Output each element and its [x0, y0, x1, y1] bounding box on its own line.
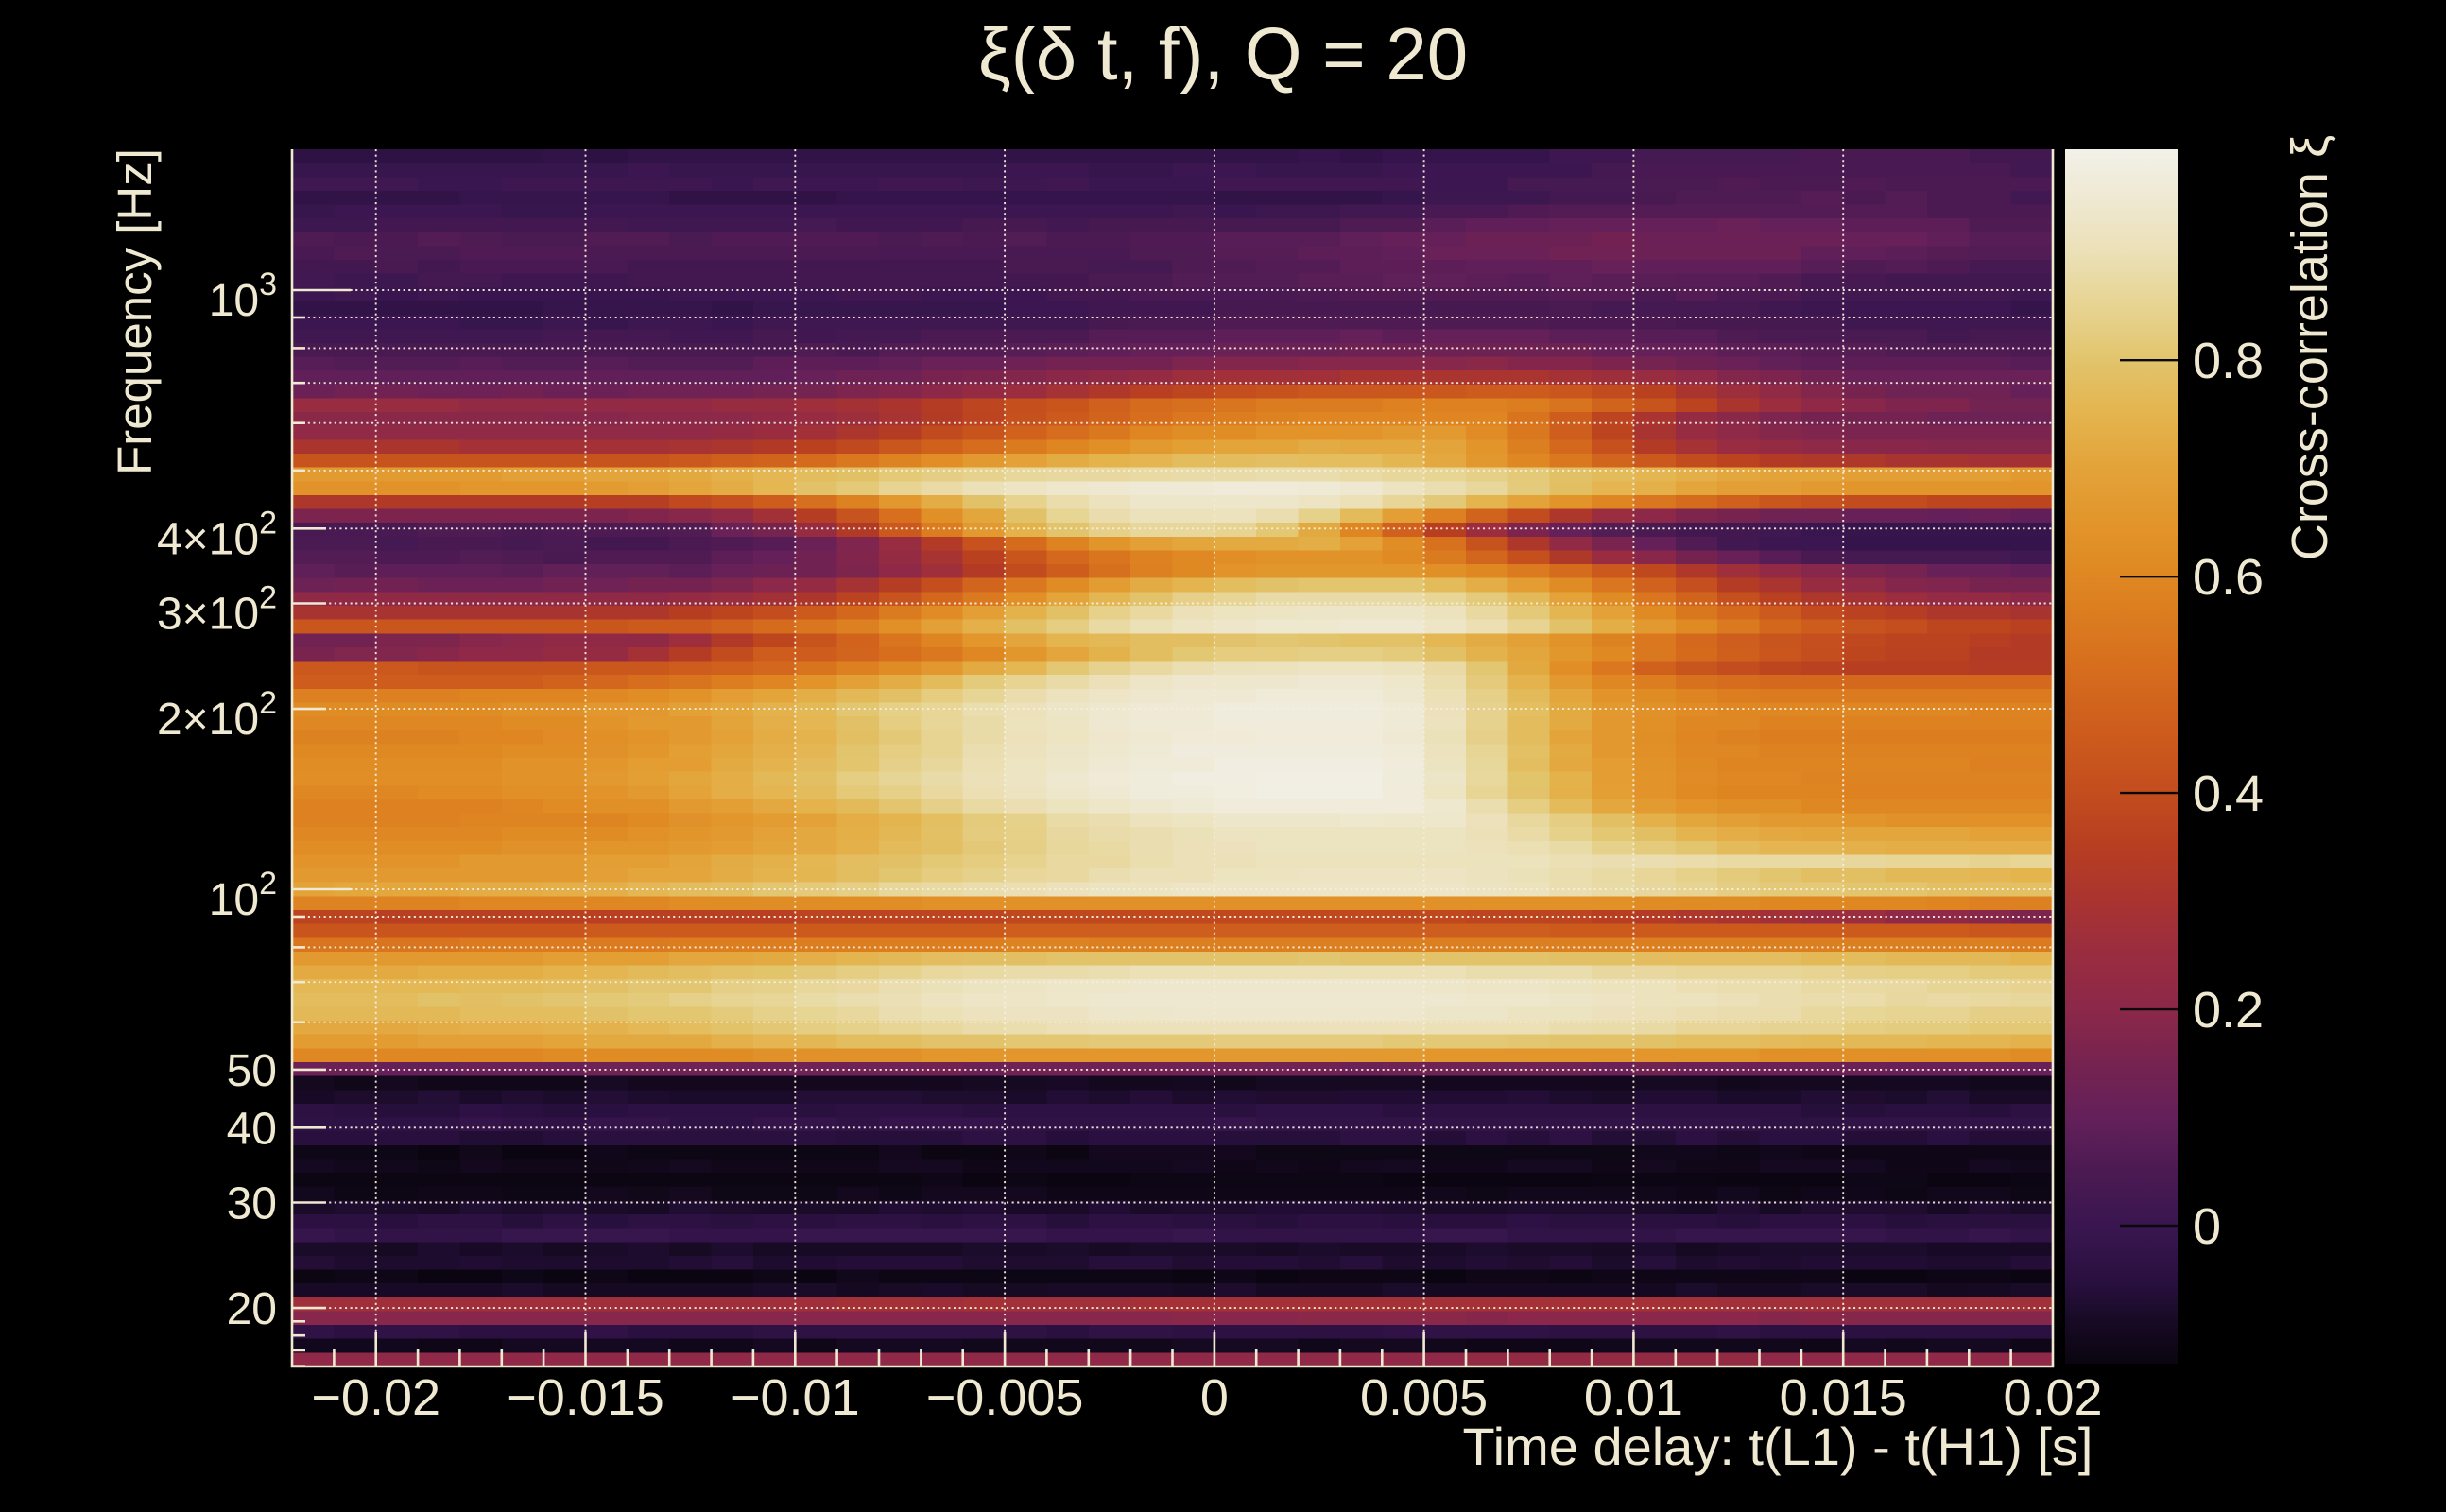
svg-text:0.005: 0.005 [1360, 1369, 1488, 1426]
svg-text:20: 20 [227, 1284, 277, 1334]
svg-text:Time delay: t(L1) - t(H1) [s]: Time delay: t(L1) - t(H1) [s] [1463, 1417, 2093, 1476]
svg-text:50: 50 [227, 1046, 277, 1096]
svg-text:−0.005: −0.005 [926, 1369, 1084, 1426]
svg-text:40: 40 [227, 1104, 277, 1154]
svg-text:3×102: 3×102 [157, 580, 277, 640]
svg-text:0: 0 [2193, 1198, 2221, 1255]
svg-text:30: 30 [227, 1179, 277, 1229]
svg-text:−0.01: −0.01 [731, 1369, 860, 1426]
svg-text:102: 102 [209, 866, 277, 925]
svg-text:0: 0 [1200, 1369, 1229, 1426]
svg-text:Cross-correlation ξ: Cross-correlation ξ [2282, 135, 2338, 560]
svg-text:0.8: 0.8 [2193, 333, 2264, 389]
svg-text:0.015: 0.015 [1780, 1369, 1907, 1426]
svg-text:0.02: 0.02 [2003, 1369, 2102, 1426]
svg-text:−0.02: −0.02 [311, 1369, 440, 1426]
svg-text:0.6: 0.6 [2193, 549, 2264, 606]
svg-text:−0.015: −0.015 [507, 1369, 664, 1426]
svg-text:ξ(δ t, f), Q = 20: ξ(δ t, f), Q = 20 [978, 12, 1468, 95]
svg-text:103: 103 [209, 266, 277, 326]
svg-text:0.01: 0.01 [1584, 1369, 1683, 1426]
svg-text:0.4: 0.4 [2193, 765, 2264, 822]
svg-text:4×102: 4×102 [157, 505, 277, 564]
svg-text:Frequency [Hz]: Frequency [Hz] [108, 148, 162, 475]
svg-text:2×102: 2×102 [157, 685, 277, 745]
svg-text:0.2: 0.2 [2193, 982, 2264, 1039]
